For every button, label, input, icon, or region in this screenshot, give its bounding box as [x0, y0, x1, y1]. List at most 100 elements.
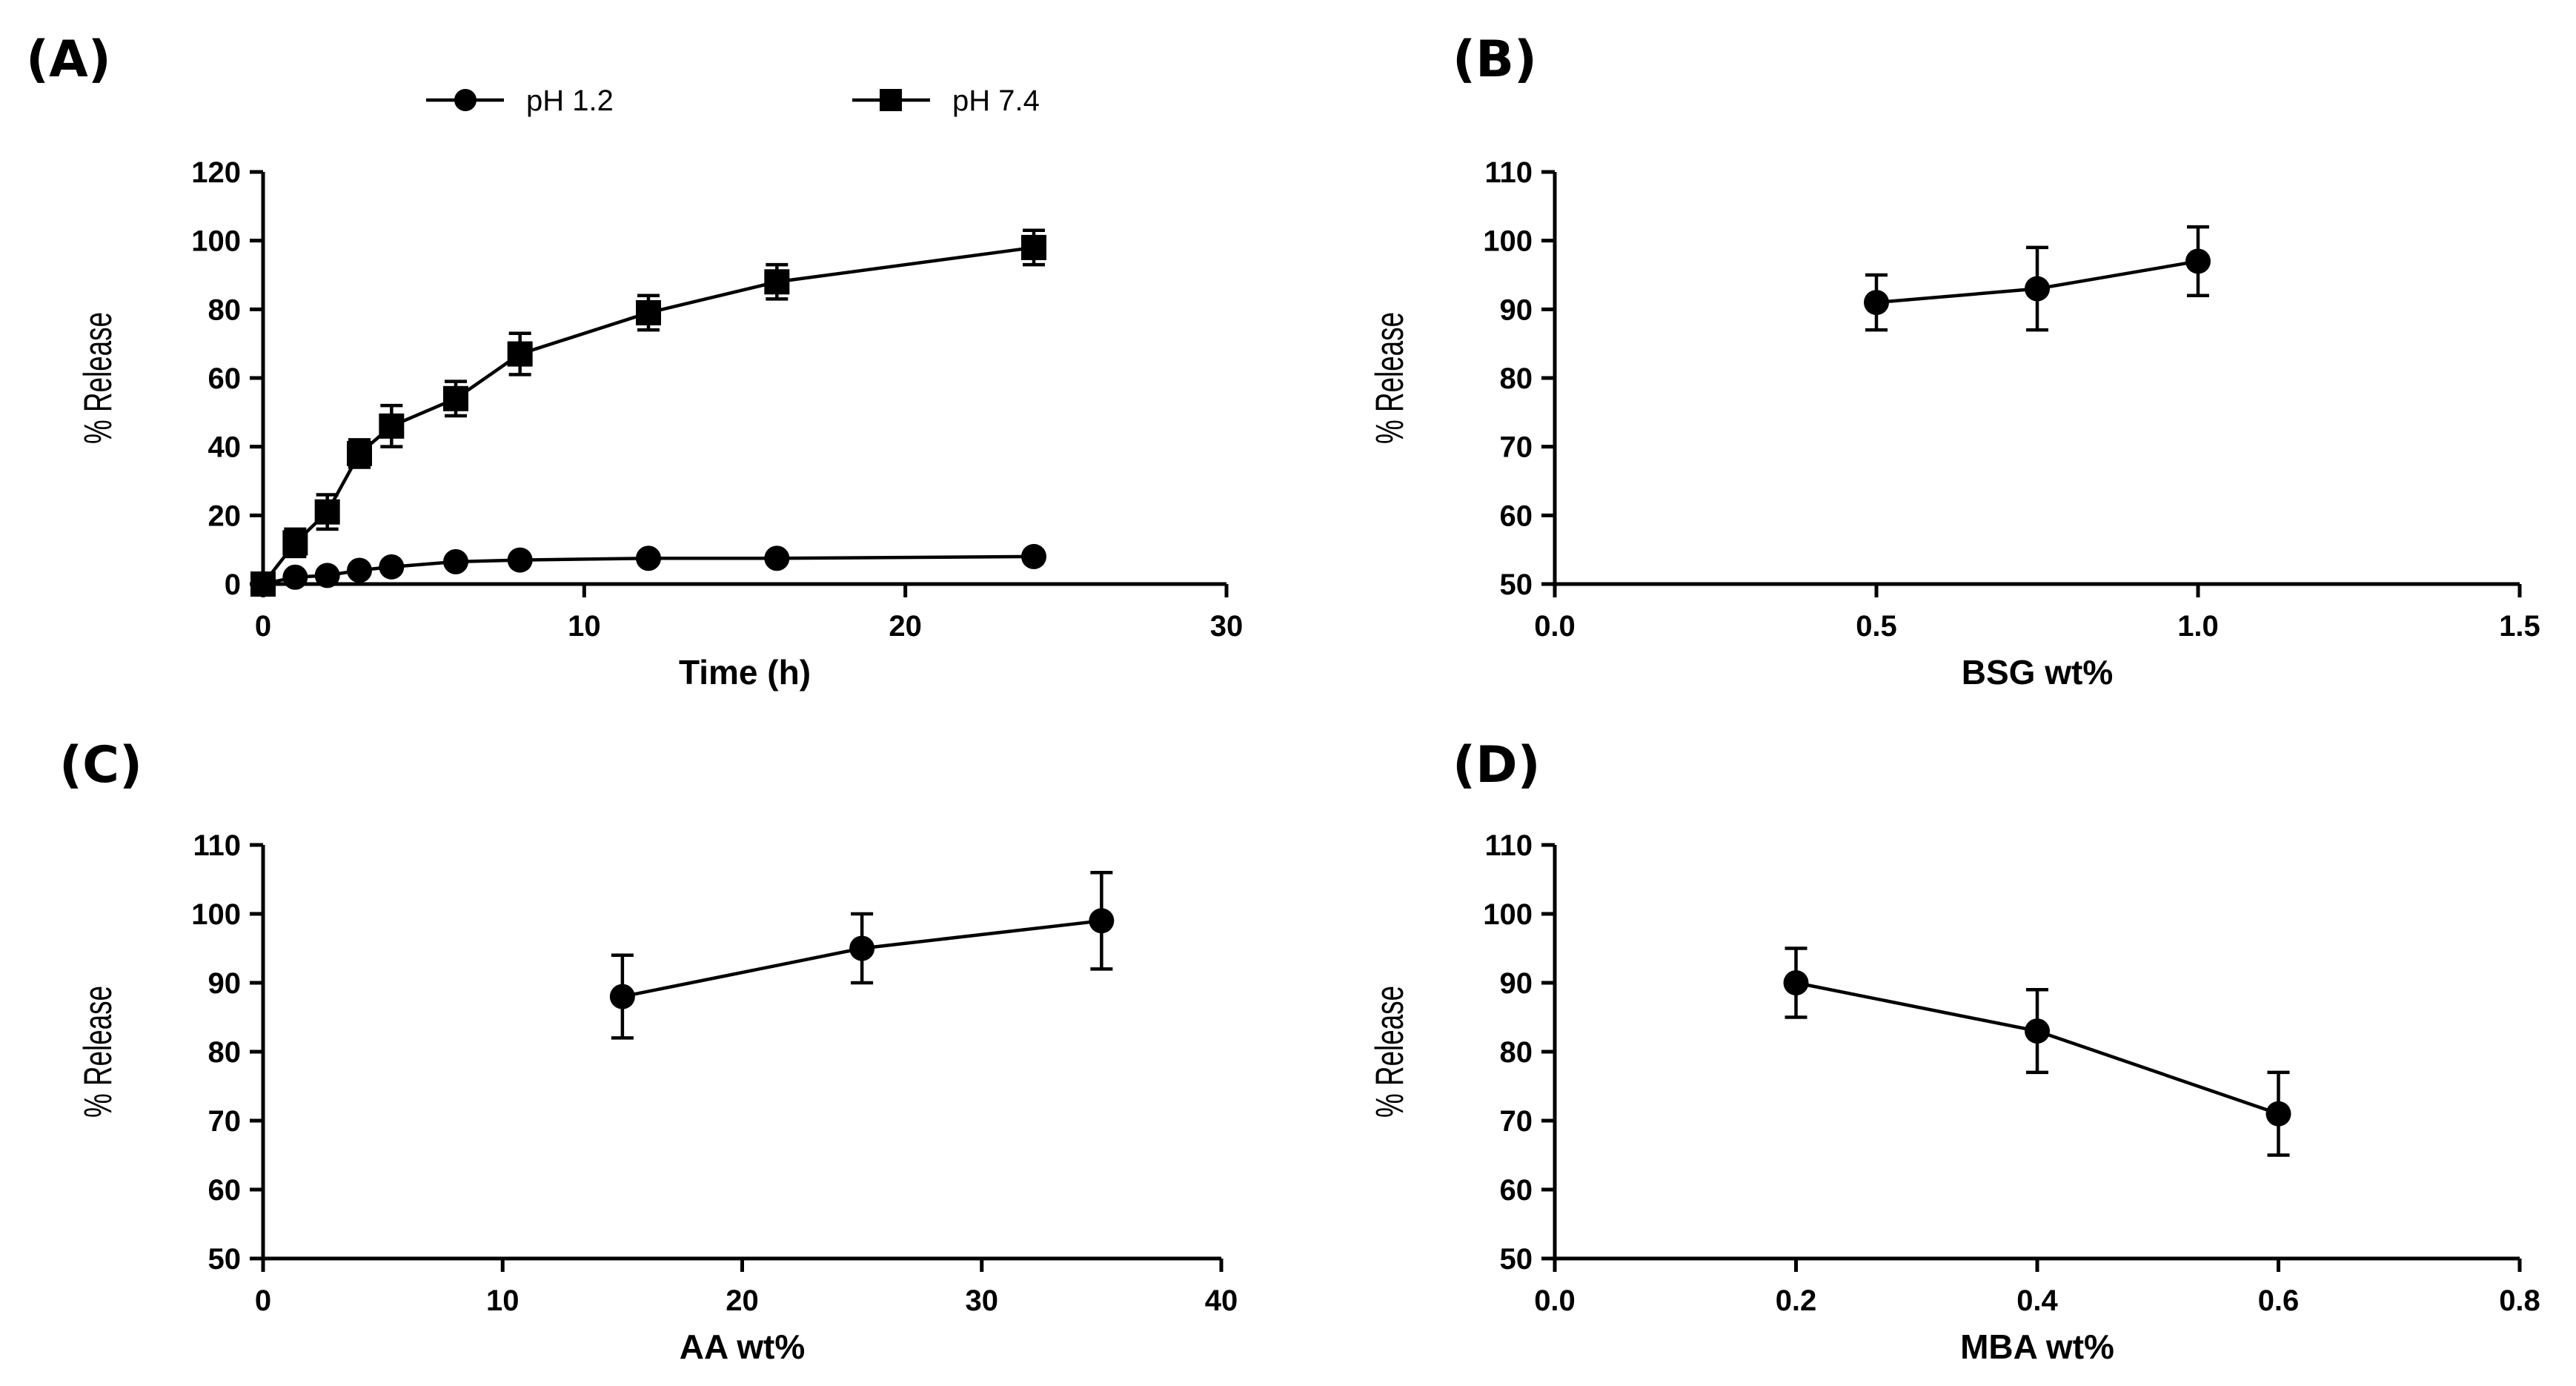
data-point	[507, 341, 533, 367]
y-axis-title: % Release	[1367, 312, 1411, 444]
y-tick-label: 90	[208, 967, 242, 1000]
y-tick-label: 20	[208, 500, 242, 532]
data-point	[1864, 290, 1889, 316]
y-tick-label: 60	[208, 362, 242, 395]
panel-c: (C) 50 60 70 80 90 100 110 0 10 20 30 40 AA wt% % Rele…	[59, 736, 1238, 1366]
x-tick-label: 1.5	[2499, 610, 2540, 643]
y-tick-label: 110	[193, 829, 241, 862]
data-point	[379, 413, 405, 439]
x-tick-label: 1.0	[2177, 610, 2219, 643]
x-tick-label: 0.8	[2499, 1284, 2540, 1317]
data-point	[347, 557, 372, 583]
y-tick-label: 120	[191, 156, 241, 189]
y-tick-label: 80	[1500, 1036, 1533, 1069]
data-point	[2185, 248, 2211, 274]
y-axis-title: % Release	[1367, 986, 1411, 1118]
series-1	[609, 870, 1115, 1040]
data-point	[1021, 234, 1046, 260]
series-ph-7-4	[250, 228, 1046, 597]
data-point	[282, 564, 308, 590]
y-tick-label: 90	[1500, 294, 1533, 326]
y-tick-label: 110	[1484, 156, 1533, 189]
y-tick-label: 100	[191, 225, 241, 258]
y-tick-label: 80	[208, 1036, 242, 1069]
y-axis-title: % Release	[76, 312, 119, 444]
legend-label: pH 1.2	[526, 84, 614, 117]
legend-marker	[454, 89, 477, 111]
data-point	[1089, 908, 1115, 934]
x-tick-label: 0.0	[1534, 1284, 1576, 1317]
series-1	[1864, 225, 2211, 332]
y-tick-label: 70	[1500, 431, 1533, 464]
y-tick-label: 60	[1500, 500, 1533, 532]
series-1	[1783, 946, 2291, 1157]
panel-label: (C)	[59, 736, 142, 795]
data-point	[1783, 970, 1809, 995]
x-axis-title: BSG wt%	[1962, 653, 2113, 692]
x-axis-title: MBA wt%	[1960, 1327, 2114, 1366]
x-tick-label: 20	[889, 610, 922, 643]
data-point	[443, 385, 468, 411]
y-tick-label: 40	[208, 431, 242, 464]
panel-b: (B) 50 60 70 80 90 100 110 0.0 0.5 1.0 1.5 BSG wt% % …	[1367, 30, 2540, 692]
data-point	[250, 571, 276, 597]
x-tick-label: 0	[255, 610, 271, 643]
data-point	[2025, 1018, 2050, 1044]
y-tick-label: 50	[208, 1243, 242, 1276]
y-tick-label: 80	[208, 294, 242, 326]
x-axis-title: AA wt%	[680, 1327, 806, 1366]
data-point	[609, 984, 635, 1009]
y-tick-label: 50	[1500, 1243, 1533, 1276]
y-axis-title: % Release	[76, 986, 119, 1118]
y-tick-label: 60	[208, 1174, 242, 1207]
data-point	[347, 440, 372, 466]
y-tick-label: 110	[1484, 829, 1533, 862]
panel-label: (B)	[1453, 30, 1537, 89]
y-tick-label: 50	[1500, 568, 1533, 601]
x-tick-label: 0.0	[1534, 610, 1576, 643]
series-line	[262, 245, 1035, 586]
x-tick-label: 30	[966, 1284, 999, 1317]
data-point	[314, 499, 340, 525]
x-tick-label: 10	[486, 1284, 519, 1317]
x-tick-label: 30	[1210, 610, 1244, 643]
panel-label: (A)	[26, 30, 111, 89]
data-point	[507, 547, 533, 573]
data-point	[636, 299, 661, 325]
y-tick-label: 100	[1483, 225, 1533, 258]
data-point	[314, 563, 340, 588]
panel-a: (A) 0 20 40 60 80 100 120 0 10 20 30 Time (h) % Relea…	[26, 30, 1243, 692]
x-tick-label: 10	[568, 610, 601, 643]
data-point	[636, 546, 661, 571]
y-tick-label: 60	[1500, 1174, 1533, 1207]
legend-marker	[880, 89, 902, 111]
data-point	[379, 554, 405, 580]
data-point	[2265, 1101, 2291, 1127]
x-tick-label: 0.6	[2258, 1284, 2300, 1317]
x-tick-label: 40	[1205, 1284, 1238, 1317]
y-tick-label: 100	[191, 898, 241, 931]
y-tick-label: 70	[1500, 1105, 1533, 1138]
x-tick-label: 20	[726, 1284, 759, 1317]
panel-d: (D) 50 60 70 80 90 100 110 0.0 0.2 0.4 0.6 0.8 MBA wt…	[1367, 736, 2540, 1366]
x-tick-label: 0	[255, 1284, 271, 1317]
legend: pH 1.2 pH 7.4	[426, 84, 1040, 117]
x-tick-label: 0.5	[1856, 610, 1897, 643]
panel-label: (D)	[1453, 736, 1541, 795]
x-axis-title: Time (h)	[679, 653, 811, 692]
data-point	[764, 546, 790, 571]
y-tick-label: 0	[225, 568, 241, 601]
y-tick-label: 80	[1500, 362, 1533, 395]
series-ph-1-2	[250, 543, 1046, 597]
x-tick-label: 0.4	[2016, 1284, 2058, 1317]
data-point	[443, 548, 468, 574]
legend-label: pH 7.4	[952, 84, 1040, 117]
y-tick-label: 90	[1500, 967, 1533, 1000]
data-point	[849, 935, 875, 961]
y-tick-label: 100	[1483, 898, 1533, 931]
series-line	[262, 554, 1035, 586]
x-tick-label: 0.2	[1776, 1284, 1817, 1317]
data-point	[1021, 543, 1046, 569]
data-point	[2025, 276, 2050, 302]
